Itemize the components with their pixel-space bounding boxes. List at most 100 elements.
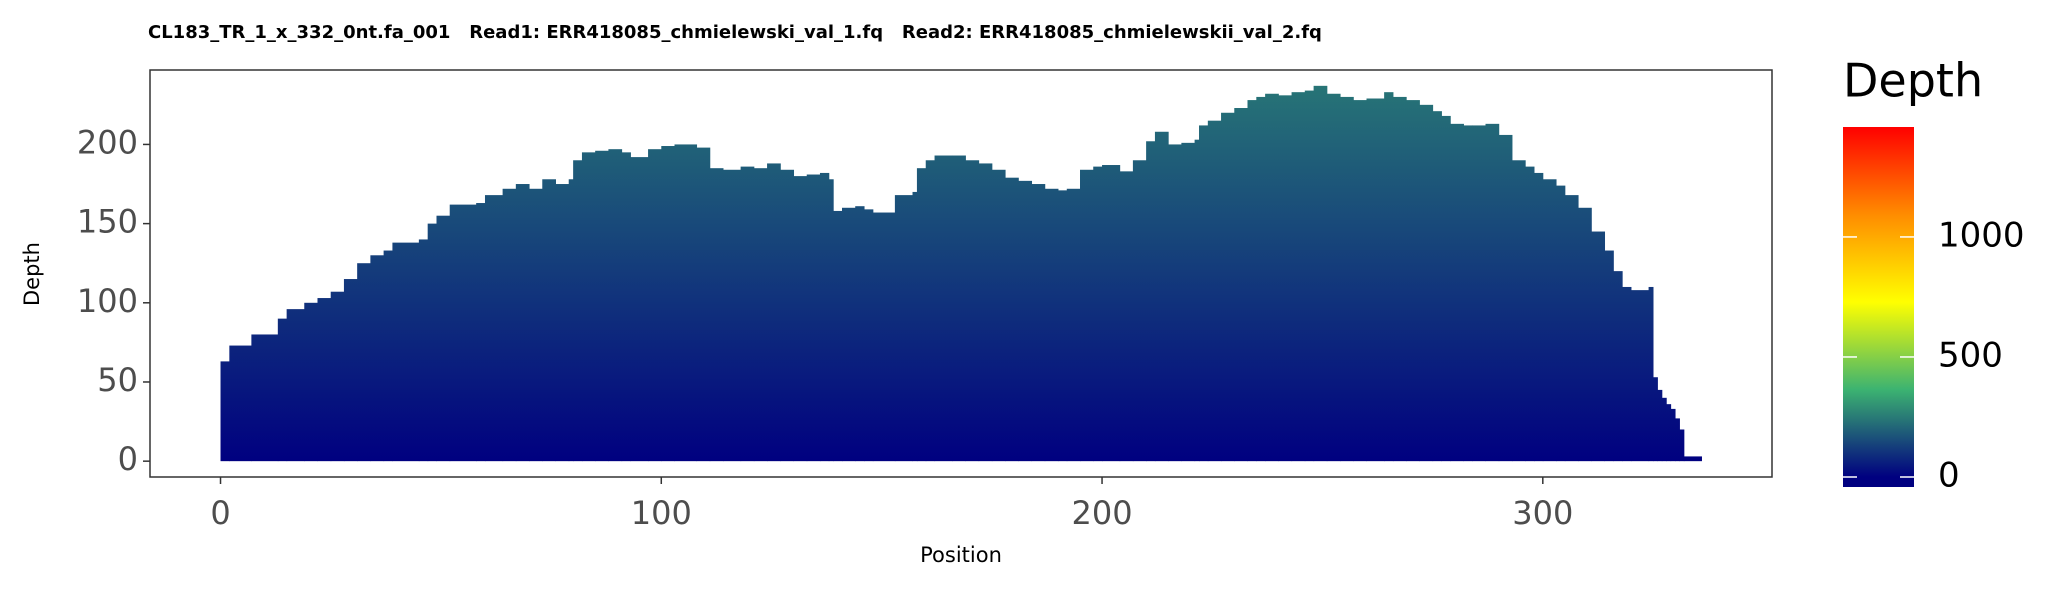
depth-bar [317, 298, 332, 462]
depth-bar [304, 302, 318, 462]
depth-bar [1132, 160, 1147, 462]
depth-bar [1093, 166, 1103, 462]
depth-bar [515, 184, 530, 462]
depth-bar [1080, 169, 1094, 462]
depth-bar [1564, 195, 1579, 462]
depth-bar [1533, 172, 1544, 462]
depth-bar [436, 215, 451, 462]
depth-bar [833, 210, 843, 462]
depth-bar [1199, 125, 1209, 462]
y-tick-label: 200 [77, 123, 138, 161]
depth-bar [1221, 112, 1235, 462]
depth-bar [1591, 231, 1606, 462]
depth-bar [1384, 92, 1394, 462]
depth-bar [991, 169, 1006, 462]
depth-bar [1661, 397, 1667, 462]
depth-bar [1556, 185, 1566, 462]
depth-bar [1057, 190, 1068, 462]
y-tick-label: 0 [118, 440, 138, 478]
depth-bar [767, 163, 781, 462]
depth-bar [1450, 123, 1464, 462]
depth-bar [568, 179, 574, 462]
depth-bar [581, 152, 596, 462]
depth-bar [855, 206, 865, 462]
x-tick-label: 300 [1512, 494, 1573, 532]
depth-bar [916, 168, 927, 462]
depth-bar [502, 188, 517, 462]
depth-bar [1498, 134, 1513, 462]
depth-bar [427, 223, 437, 462]
y-tick-label: 150 [77, 203, 138, 241]
depth-bar [608, 149, 623, 462]
depth-bar [912, 191, 918, 462]
x-tick-label: 100 [631, 494, 692, 532]
depth-bar [1463, 125, 1473, 462]
legend-title: Depth [1843, 54, 1983, 108]
depth-bar [740, 166, 755, 462]
depth-bar [952, 155, 966, 462]
depth-bar [418, 239, 429, 462]
depth-bar [1666, 404, 1672, 462]
depth-bar [696, 147, 711, 462]
depth-bar [1392, 96, 1407, 462]
depth-bar [1304, 90, 1315, 462]
depth-bar [1044, 188, 1059, 462]
depth-bar [1511, 160, 1526, 462]
depth-bar [1102, 165, 1121, 462]
depth-bar [1278, 95, 1293, 462]
depth-bar [894, 195, 914, 462]
depth-bar [630, 157, 649, 462]
depth-bar [370, 255, 385, 462]
depth-bar [1119, 171, 1134, 462]
y-tick-label: 100 [77, 282, 138, 320]
depth-bar [1353, 100, 1367, 462]
depth-bar [780, 169, 795, 462]
depth-bar [1648, 286, 1654, 462]
depth-bar [277, 318, 288, 462]
y-axis-title: Depth [20, 242, 44, 306]
depth-bar [1018, 180, 1033, 462]
depth-bar [529, 188, 543, 462]
depth-bar [978, 163, 993, 462]
depth-bar [1366, 98, 1385, 462]
depth-bar [1525, 166, 1535, 462]
depth-bar [1657, 389, 1663, 462]
depth-bar [841, 207, 856, 462]
depth-bar [661, 146, 676, 462]
depth-bar [1441, 115, 1451, 462]
depth-bar [1181, 142, 1196, 462]
depth-bar [1604, 250, 1614, 462]
x-tick-label: 0 [210, 494, 230, 532]
depth-bar [1485, 123, 1500, 462]
depth-bar [343, 279, 358, 462]
depth-bar [1291, 92, 1306, 462]
depth-bar [1234, 108, 1248, 462]
depth-bar [229, 345, 252, 462]
depth-bar [864, 209, 874, 462]
depth-bar [709, 168, 724, 462]
depth-bar [1432, 111, 1442, 462]
depth-bar [1542, 179, 1557, 462]
depth-bar [1406, 100, 1420, 462]
depth-bar [753, 168, 768, 462]
y-tick-label: 50 [97, 361, 138, 399]
depth-bar [648, 149, 662, 462]
depth-bar [1578, 207, 1592, 462]
depth-bar [1194, 139, 1200, 462]
depth-bar [555, 184, 570, 462]
depth-bar [819, 172, 830, 462]
colorbar [1843, 127, 1914, 487]
depth-bar [793, 176, 808, 462]
depth-bar [1313, 85, 1328, 462]
depth-bar [1472, 125, 1487, 462]
depth-bar [476, 203, 486, 462]
depth-bar [330, 291, 345, 462]
depth-bar [621, 152, 631, 462]
depth-bar [674, 144, 698, 462]
depth-bar [965, 160, 980, 462]
depth-bar [1005, 177, 1019, 462]
depth-bar [1683, 456, 1702, 462]
depth-bar [1326, 93, 1341, 462]
depth-bar [542, 179, 556, 462]
